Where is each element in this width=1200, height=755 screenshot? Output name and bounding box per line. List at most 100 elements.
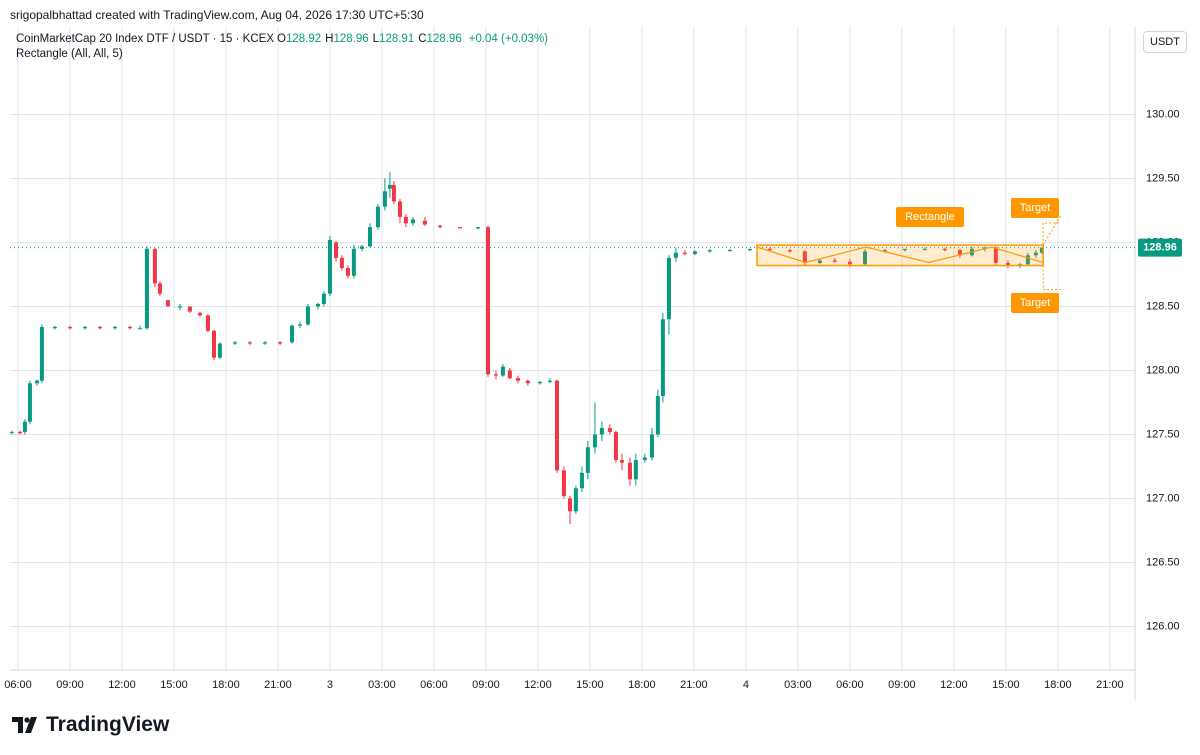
candle-body xyxy=(1039,247,1044,253)
candle-body xyxy=(707,250,712,252)
candle xyxy=(360,245,365,252)
candle xyxy=(397,198,402,224)
candle xyxy=(187,306,192,313)
candle-body xyxy=(993,247,998,263)
target-line xyxy=(1042,265,1062,291)
y-tick-label: 126.00 xyxy=(1146,620,1180,632)
candle xyxy=(157,280,162,297)
candle xyxy=(486,225,491,377)
candle-body xyxy=(457,227,462,229)
candle-body xyxy=(437,225,442,228)
candle-body xyxy=(52,326,57,329)
candle-body xyxy=(187,306,192,312)
candle xyxy=(579,466,584,493)
candle xyxy=(35,379,40,386)
candle-body xyxy=(599,428,604,435)
candle-body xyxy=(525,380,530,384)
candle xyxy=(217,342,222,359)
y-tick-label: 127.00 xyxy=(1146,492,1180,504)
candle-body xyxy=(847,261,852,265)
candle-body xyxy=(178,306,183,308)
candle xyxy=(1025,252,1030,266)
candle-body xyxy=(345,268,350,276)
candle xyxy=(178,303,183,311)
candle xyxy=(707,248,712,253)
candle-body xyxy=(391,184,396,202)
y-tick-label: 127.50 xyxy=(1146,428,1180,440)
x-tick-label: 09:00 xyxy=(56,679,84,691)
candle-body xyxy=(554,380,559,471)
candle xyxy=(9,430,14,435)
candle-body xyxy=(152,248,157,284)
candle xyxy=(457,227,462,229)
ohlc-value: 128.92 xyxy=(285,33,322,45)
candle xyxy=(613,430,618,463)
candle xyxy=(403,214,408,228)
x-tick-label: 09:00 xyxy=(472,679,500,691)
x-tick-label: 06:00 xyxy=(836,679,864,691)
candle-body xyxy=(817,260,822,263)
candle-body xyxy=(692,251,697,254)
candles xyxy=(9,172,1135,525)
candle-body xyxy=(205,315,210,331)
candle-body xyxy=(144,248,149,329)
candle xyxy=(633,453,638,486)
candle-body xyxy=(39,326,44,381)
candle xyxy=(278,341,283,345)
candle xyxy=(862,248,867,266)
candle xyxy=(493,370,498,380)
y-tick-label: 128.50 xyxy=(1146,300,1180,312)
candle-body xyxy=(660,319,665,397)
candle xyxy=(649,428,654,461)
candle-body xyxy=(902,248,907,251)
candle-body xyxy=(327,239,332,294)
candle xyxy=(321,291,326,307)
x-tick-label: 06:00 xyxy=(4,679,32,691)
ohlc-label: C xyxy=(418,33,427,45)
candle-body xyxy=(367,227,372,247)
candle xyxy=(334,241,339,262)
x-tick-label: 12:00 xyxy=(108,679,136,691)
candle xyxy=(382,178,387,211)
candle-body xyxy=(403,216,408,224)
candle-body xyxy=(217,343,222,358)
candle xyxy=(1039,247,1044,254)
candle-body xyxy=(247,342,252,344)
candle xyxy=(289,324,294,344)
candle-body xyxy=(666,257,671,320)
candle xyxy=(802,250,807,266)
candle-body xyxy=(22,421,27,432)
candle-body xyxy=(422,220,427,225)
candle-body xyxy=(619,460,624,463)
candle xyxy=(507,367,512,380)
x-tick-label: 21:00 xyxy=(264,679,292,691)
candle xyxy=(144,246,149,330)
candle xyxy=(22,419,27,435)
x-tick-label: 18:00 xyxy=(212,679,240,691)
candle xyxy=(922,247,927,251)
change: +0.04 (+0.03%) xyxy=(468,33,549,45)
x-tick-label: 06:00 xyxy=(420,679,448,691)
candle-body xyxy=(727,250,732,252)
ohlc-label: H xyxy=(325,33,334,45)
candle xyxy=(1033,250,1038,258)
candle xyxy=(367,223,372,248)
logo: TradingView xyxy=(12,713,169,737)
candle-body xyxy=(278,342,283,344)
x-tick-label: 12:00 xyxy=(940,679,968,691)
candle-body xyxy=(18,431,23,434)
candle xyxy=(655,389,660,438)
x-tick-label: 15:00 xyxy=(160,679,188,691)
candle xyxy=(561,466,566,499)
candle xyxy=(18,430,23,435)
currency-button[interactable]: USDT xyxy=(1143,31,1187,53)
candle-body xyxy=(573,488,578,512)
candle xyxy=(137,325,142,330)
candle-body xyxy=(882,250,887,252)
candle-body xyxy=(382,191,387,207)
candle-body xyxy=(655,396,660,435)
candle-body xyxy=(507,370,512,379)
candle-body xyxy=(1033,252,1038,256)
attribution: srigopalbhattad created with TradingView… xyxy=(10,8,424,22)
candle-body xyxy=(297,324,302,326)
